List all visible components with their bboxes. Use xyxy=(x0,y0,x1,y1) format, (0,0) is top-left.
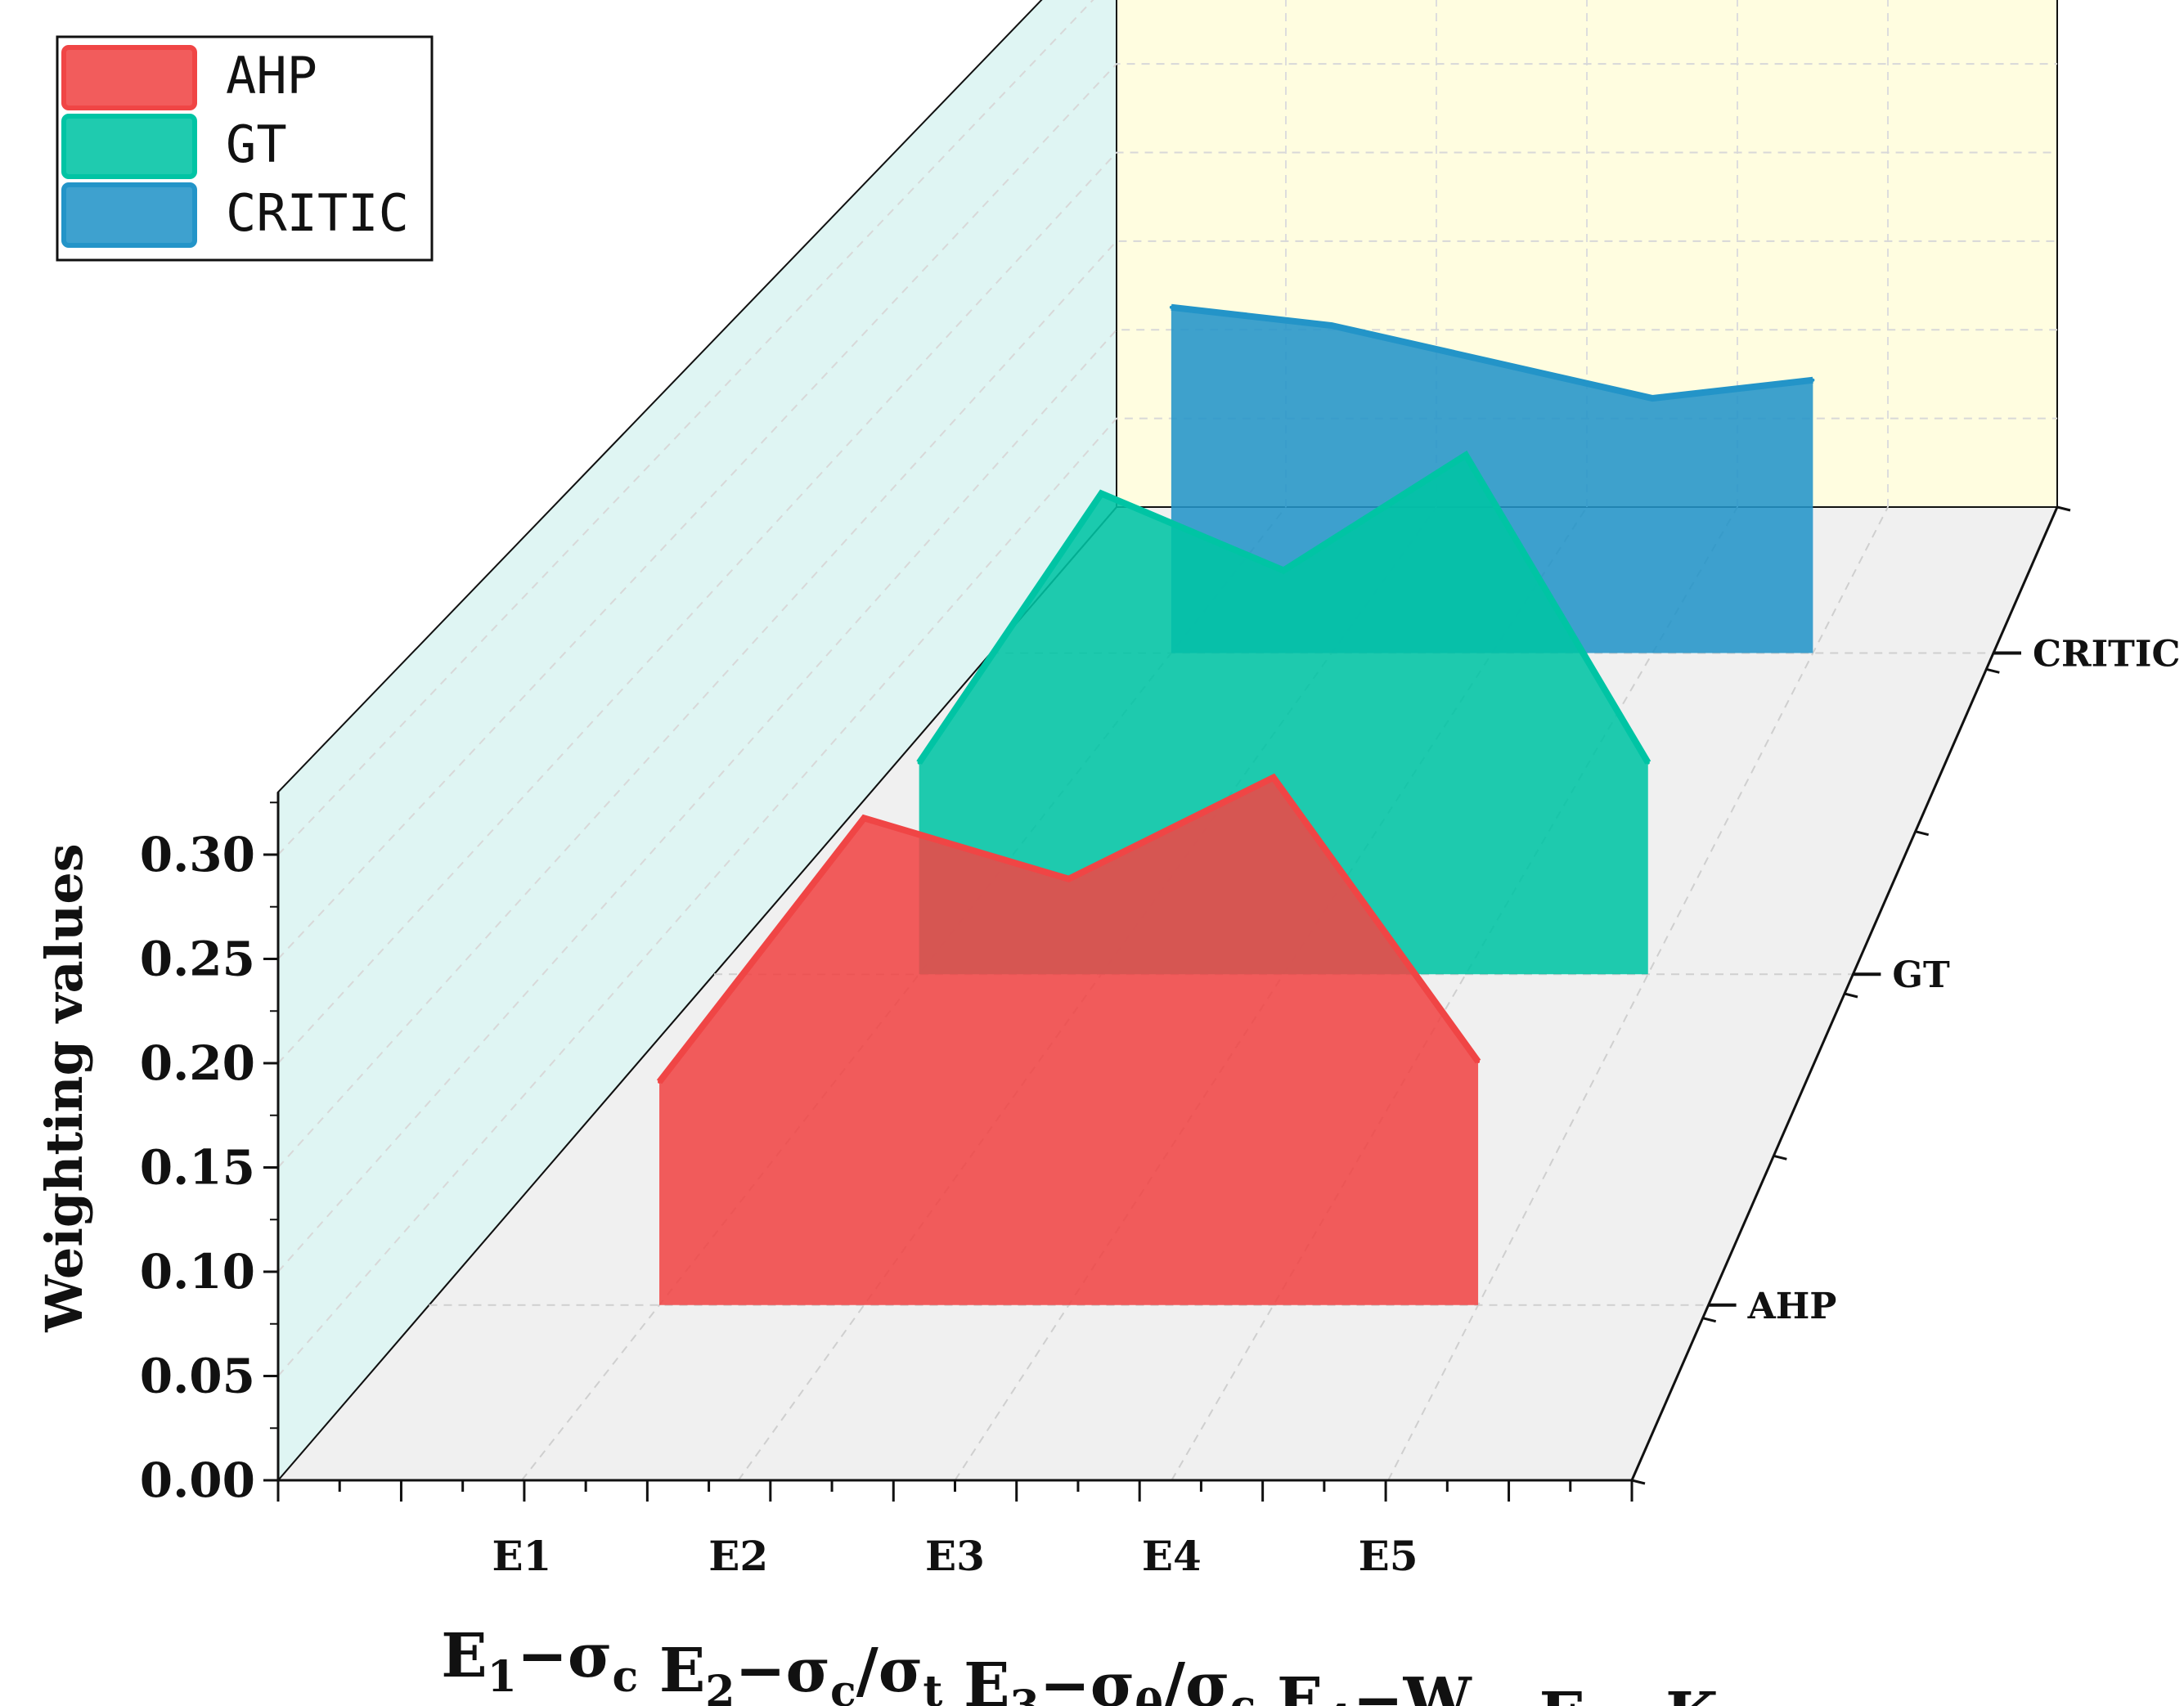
legend-item-critic: CRITIC xyxy=(61,182,409,248)
legend-item-gt: GT xyxy=(61,114,287,179)
legend-label: CRITIC xyxy=(226,183,409,243)
floor-gridline xyxy=(1387,506,1889,1481)
x-axis-title-text: E1−σc E2−σc/σt E3−σθ/σc E4−Wet E5−Kv xyxy=(441,1621,1744,1706)
x-tick-label: E2 xyxy=(708,1532,768,1580)
z-tick xyxy=(2056,505,2071,512)
z-tick xyxy=(1915,830,1930,837)
y-tick-label: 0.15 xyxy=(140,1140,255,1196)
wall-gridline xyxy=(277,151,2057,1064)
data-point xyxy=(1651,397,1655,401)
wall-gridline xyxy=(277,240,2057,1169)
x-axis-title: E1−σc E2−σc/σt E3−σθ/σc E4−Wet E5−Kv xyxy=(441,1621,1744,1706)
data-point xyxy=(658,1080,662,1084)
data-point xyxy=(1271,775,1275,779)
z-tick xyxy=(1844,992,1858,999)
data-point xyxy=(1463,453,1467,457)
data-point xyxy=(1646,761,1650,765)
wall-gridline xyxy=(277,63,2057,960)
data-point xyxy=(1282,568,1286,572)
x-tick-label: E5 xyxy=(1359,1532,1418,1580)
wall-gridline xyxy=(277,0,1094,855)
z-tick xyxy=(1631,1479,1646,1485)
z-tick xyxy=(1985,667,2000,674)
legend-label: GT xyxy=(226,114,287,174)
data-point xyxy=(917,761,921,765)
legend: AHP GT CRITIC xyxy=(56,35,434,262)
y-tick-label: 0.05 xyxy=(140,1349,255,1404)
legend-swatch xyxy=(61,114,197,179)
z-tick-label: AHP xyxy=(1747,1286,1837,1327)
series-area-fill xyxy=(659,777,1479,1305)
y-tick-label: 0.25 xyxy=(140,932,255,987)
x-tick-label: E1 xyxy=(492,1532,551,1580)
legend-swatch xyxy=(61,182,197,248)
series-area-fill xyxy=(919,455,1648,975)
y-tick-label: 0.10 xyxy=(140,1244,255,1300)
data-point xyxy=(862,816,866,820)
z-tick xyxy=(1773,1154,1787,1161)
y-axis-title-text: Weighting values xyxy=(34,843,94,1332)
y-tick-label: 0.20 xyxy=(140,1035,255,1091)
x-tick-label: E4 xyxy=(1142,1532,1202,1580)
data-point xyxy=(1811,378,1815,382)
z-tick-label: CRITIC xyxy=(2033,634,2181,676)
wall-gridline xyxy=(277,329,2057,1273)
data-point xyxy=(1099,492,1103,496)
data-point xyxy=(1067,877,1071,881)
z-tick-label: GT xyxy=(1892,954,1950,996)
floor-gridline xyxy=(1171,506,1738,1481)
legend-swatch xyxy=(61,45,197,110)
y-axis-title: Weighting values xyxy=(34,843,94,1332)
chart-series-areas xyxy=(656,303,1815,1305)
series-ahp-area xyxy=(656,773,1481,1305)
data-point xyxy=(1169,305,1173,309)
y-tick-label: 0.30 xyxy=(140,827,255,882)
x-tick-label: E3 xyxy=(925,1532,985,1580)
chart-axes: 0.00 0.05 0.10 0.15 0.20 0.25 0.30 E1 E2 E3 E4 E5 AH… xyxy=(140,505,2181,1580)
data-point xyxy=(1330,324,1334,328)
data-point xyxy=(1476,1060,1481,1064)
data-point xyxy=(1490,360,1494,364)
legend-label: AHP xyxy=(226,46,317,106)
legend-item-ahp: AHP xyxy=(61,45,317,110)
z-tick xyxy=(1702,1317,1717,1323)
series-gt-area xyxy=(916,450,1651,975)
y-tick-label: 0.00 xyxy=(140,1452,255,1508)
